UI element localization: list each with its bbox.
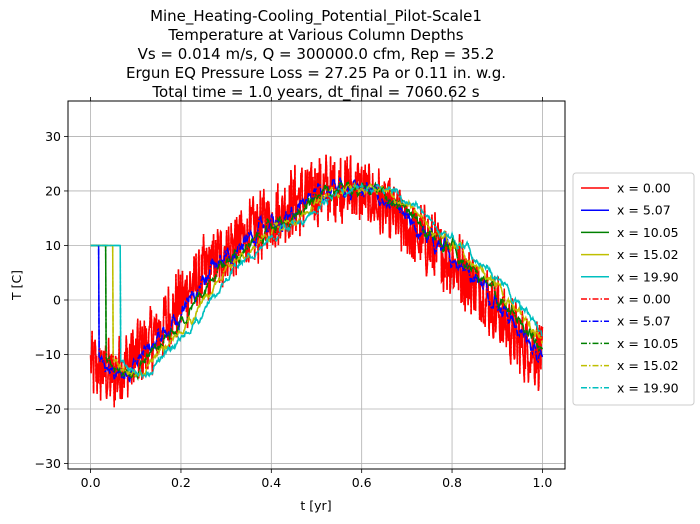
- x-tick-label: 0.8: [442, 475, 462, 490]
- series-line-9: [90, 181, 544, 380]
- legend-label: x = 15.02: [617, 247, 679, 262]
- title-line-3: Vs = 0.014 m/s, Q = 300000.0 cfm, Rep = …: [138, 45, 495, 63]
- legend-label: x = 19.90: [617, 380, 679, 395]
- legend-label: x = 10.05: [617, 225, 679, 240]
- y-tick-label: 10: [45, 238, 61, 253]
- y-tick-label: −20: [35, 402, 61, 417]
- y-tick-label: −30: [35, 456, 61, 471]
- legend-label: x = 10.05: [617, 336, 679, 351]
- title-line-1: Mine_Heating-Cooling_Potential_Pilot-Sca…: [150, 7, 482, 26]
- plot-frame: [67, 100, 566, 470]
- legend-label: x = 15.02: [617, 358, 679, 373]
- x-tick-label: 0.0: [81, 475, 101, 490]
- title-line-4: Ergun EQ Pressure Loss = 27.25 Pa or 0.1…: [126, 64, 506, 82]
- chart-title: Mine_Heating-Cooling_Potential_Pilot-Sca…: [126, 7, 506, 102]
- title-line-2: Temperature at Various Column Depths: [167, 26, 463, 44]
- legend-label: x = 0.00: [617, 292, 671, 307]
- legend-label: x = 0.00: [617, 181, 671, 196]
- legend-label: x = 19.90: [617, 269, 679, 284]
- legend-label: x = 5.07: [617, 203, 671, 218]
- plot-series: [89, 154, 544, 408]
- title-line-5: Total time = 1.0 years, dt_final = 7060.…: [151, 83, 479, 102]
- legend: x = 0.00 x = 5.07 x = 10.05 x = 15.02 x = 19…: [572, 172, 695, 406]
- y-tick-label: 30: [45, 129, 61, 144]
- y-tick-label: 20: [45, 183, 61, 198]
- x-axis-label: t [yr]: [300, 498, 331, 513]
- legend-label: x = 5.07: [617, 314, 671, 329]
- axis-ticks: 0.0 0.2 0.4 0.6 0.8 1.0 −30 −20 −10 0 10 20 30: [35, 97, 552, 490]
- x-tick-label: 1.0: [532, 475, 552, 490]
- series-line-8: [90, 181, 544, 379]
- x-tick-label: 0.4: [261, 475, 281, 490]
- y-tick-label: −10: [35, 347, 61, 362]
- x-tick-label: 0.2: [171, 475, 191, 490]
- y-tick-label: 0: [53, 292, 61, 307]
- y-axis-label: T [C]: [9, 270, 24, 301]
- legend-box: [572, 172, 695, 406]
- x-tick-label: 0.6: [352, 475, 372, 490]
- series-line-7: [90, 178, 544, 382]
